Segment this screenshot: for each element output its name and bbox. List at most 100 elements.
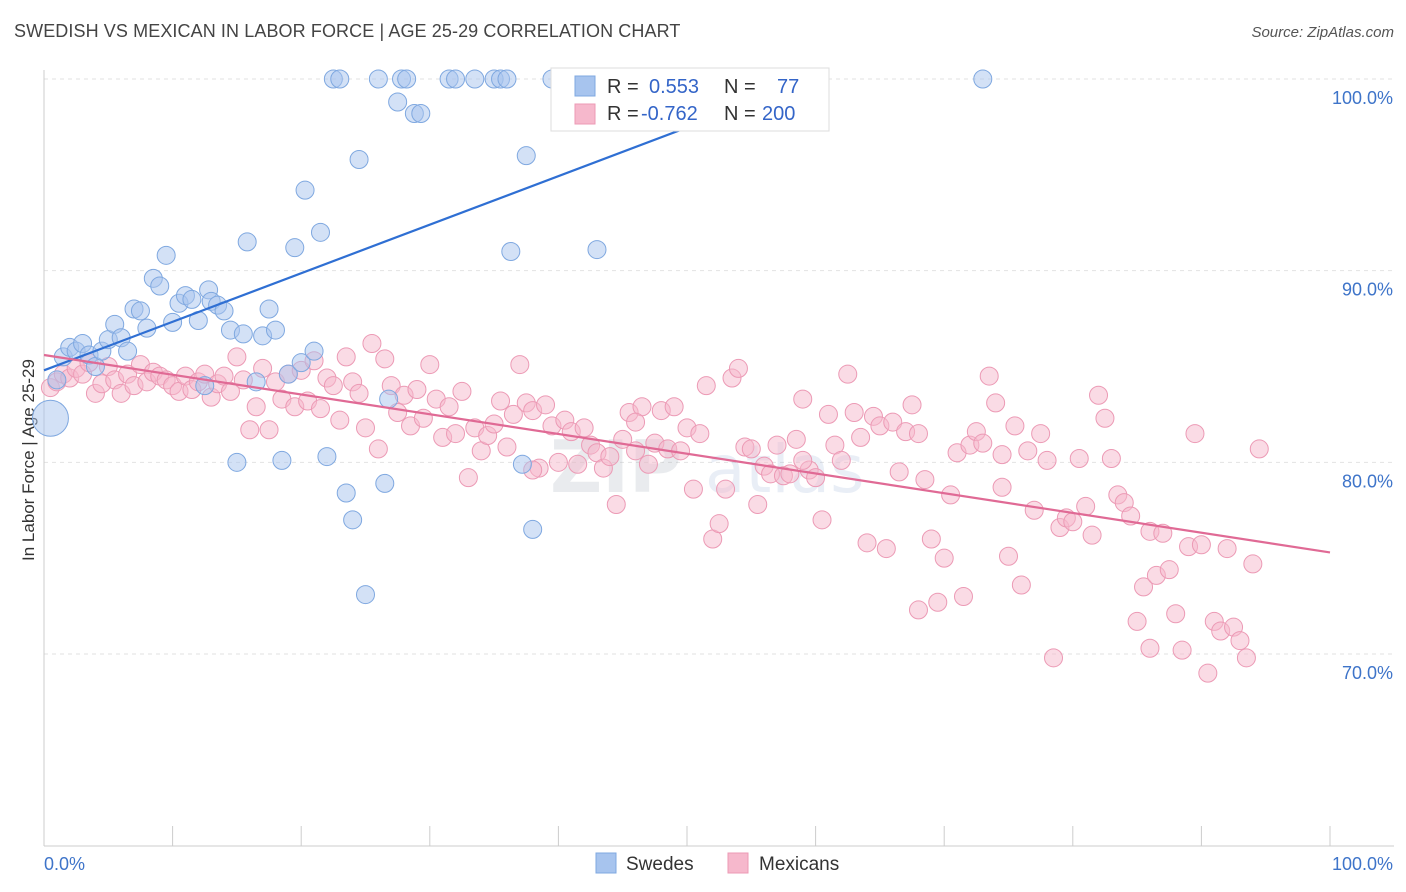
mexicans-point [246, 397, 266, 417]
legend-swedes-n-label: N = [724, 76, 756, 98]
mexicans-point [510, 355, 530, 375]
mexicans-point [831, 450, 851, 470]
mexicans-point [1191, 535, 1211, 555]
mexicans-point [992, 477, 1012, 497]
mexicans-point [330, 410, 350, 430]
bottom-legend-mexicans-label[interactable]: Mexicans [759, 854, 839, 875]
mexicans-point [548, 452, 568, 472]
legend-box: R = 0.553 N = 77 R = -0.762 N = 200 [550, 67, 830, 132]
x-tick-label-0: 0.0% [44, 854, 85, 874]
legend-swedes-n-value: 77 [777, 76, 799, 98]
mexicans-point [741, 439, 761, 459]
y-tick-label-0: 100.0% [1332, 88, 1393, 108]
y-tick-label-3: 70.0% [1342, 663, 1393, 683]
swedes-point [278, 364, 298, 384]
mexicans-point [973, 433, 993, 453]
mexicans-point [934, 548, 954, 568]
mexicans-point [793, 389, 813, 409]
mexicans-point [1153, 523, 1173, 543]
mexicans-point [876, 539, 896, 559]
swedes-points [31, 69, 993, 605]
swedes-point [317, 447, 337, 467]
swedes-point [501, 242, 521, 261]
mexicans-point [1159, 560, 1179, 580]
swedes-point [310, 222, 330, 242]
source-label[interactable]: Source: ZipAtlas.com [1251, 24, 1394, 41]
mexicans-point [979, 366, 999, 386]
mexicans-point [748, 495, 768, 514]
x-tick-label-1: 100.0% [1332, 854, 1393, 874]
mexicans-point [1243, 554, 1263, 574]
gridlines [44, 78, 1394, 655]
swedes-point [150, 276, 170, 296]
mexicans-point [446, 424, 466, 444]
mexicans-point [921, 529, 941, 549]
legend-swedes-r-label: R = [607, 76, 639, 98]
mexicans-point [574, 418, 594, 438]
mexicans-point [220, 381, 240, 401]
mexicans-point [1069, 449, 1089, 468]
mexicans-point [606, 495, 626, 514]
swedes-point [330, 69, 350, 89]
swedes-point [343, 510, 363, 530]
legend-swedes-r-value: 0.553 [649, 76, 699, 98]
mexicans-point [1063, 512, 1083, 532]
swedes-point [411, 104, 431, 123]
y-tick-labels: 100.0% 90.0% 80.0% 70.0% [1332, 88, 1393, 683]
mexicans-point [1127, 611, 1147, 631]
swedes-point [375, 473, 395, 493]
swedes-point [349, 150, 369, 169]
swedes-point [516, 146, 536, 166]
mexicans-point [915, 470, 935, 490]
legend-mexicans-n-label: N = [724, 103, 756, 125]
mexicans-point [767, 435, 787, 455]
mexicans-point [928, 592, 948, 612]
mexicans-point [1005, 416, 1025, 436]
legend-mexicans-n-value: 200 [762, 103, 795, 125]
y-tick-label-1: 90.0% [1342, 280, 1393, 300]
swedes-point [523, 519, 543, 539]
swedes-point [237, 232, 257, 252]
mexicans-point [1217, 539, 1237, 559]
x-tick-labels: 0.0% 100.0% [44, 854, 1393, 874]
mexicans-point [883, 412, 903, 432]
legend-box-frame [550, 67, 830, 132]
mexicans-point [857, 533, 877, 553]
mexicans-point [323, 376, 343, 396]
swedes-point [512, 454, 532, 474]
mexicans-point [1249, 439, 1269, 459]
mexicans-point [786, 429, 806, 449]
mexicans-point [626, 412, 646, 432]
mexicans-point [536, 395, 556, 415]
mexicans-point [844, 403, 864, 422]
swedes-point [31, 399, 69, 437]
swedes-point [259, 299, 279, 319]
mexicans-point [1134, 577, 1154, 597]
mexicans-point [420, 355, 440, 375]
bottom-legend-mexicans-swatch[interactable] [727, 852, 749, 874]
legend-mexicans-r-label: R = [607, 103, 639, 125]
mexicans-point [908, 424, 928, 444]
swedes-point [285, 238, 305, 258]
bottom-legend-swedes-swatch[interactable] [595, 852, 617, 874]
mexicans-point [1089, 385, 1109, 405]
mexicans-point [1172, 640, 1192, 660]
mexicans-point [1236, 648, 1256, 668]
mexicans-point [1101, 449, 1121, 468]
mexicans-point [349, 383, 369, 403]
y-axis-label: In Labor Force | Age 25-29 [19, 359, 38, 561]
mexicans-point [362, 334, 382, 353]
axes [43, 70, 1394, 847]
mexicans-point [953, 587, 973, 606]
swedes-point [388, 92, 408, 112]
bottom-legend-swedes-label[interactable]: Swedes [626, 854, 694, 875]
x-ticks [43, 826, 1331, 846]
mexicans-point [439, 397, 459, 417]
swedes-point [47, 370, 67, 390]
mexicans-point [310, 399, 330, 419]
swedes-point [497, 69, 517, 89]
mexicans-point [806, 468, 826, 488]
mexicans-point [497, 437, 517, 457]
mexicans-trend-line [43, 353, 1331, 554]
